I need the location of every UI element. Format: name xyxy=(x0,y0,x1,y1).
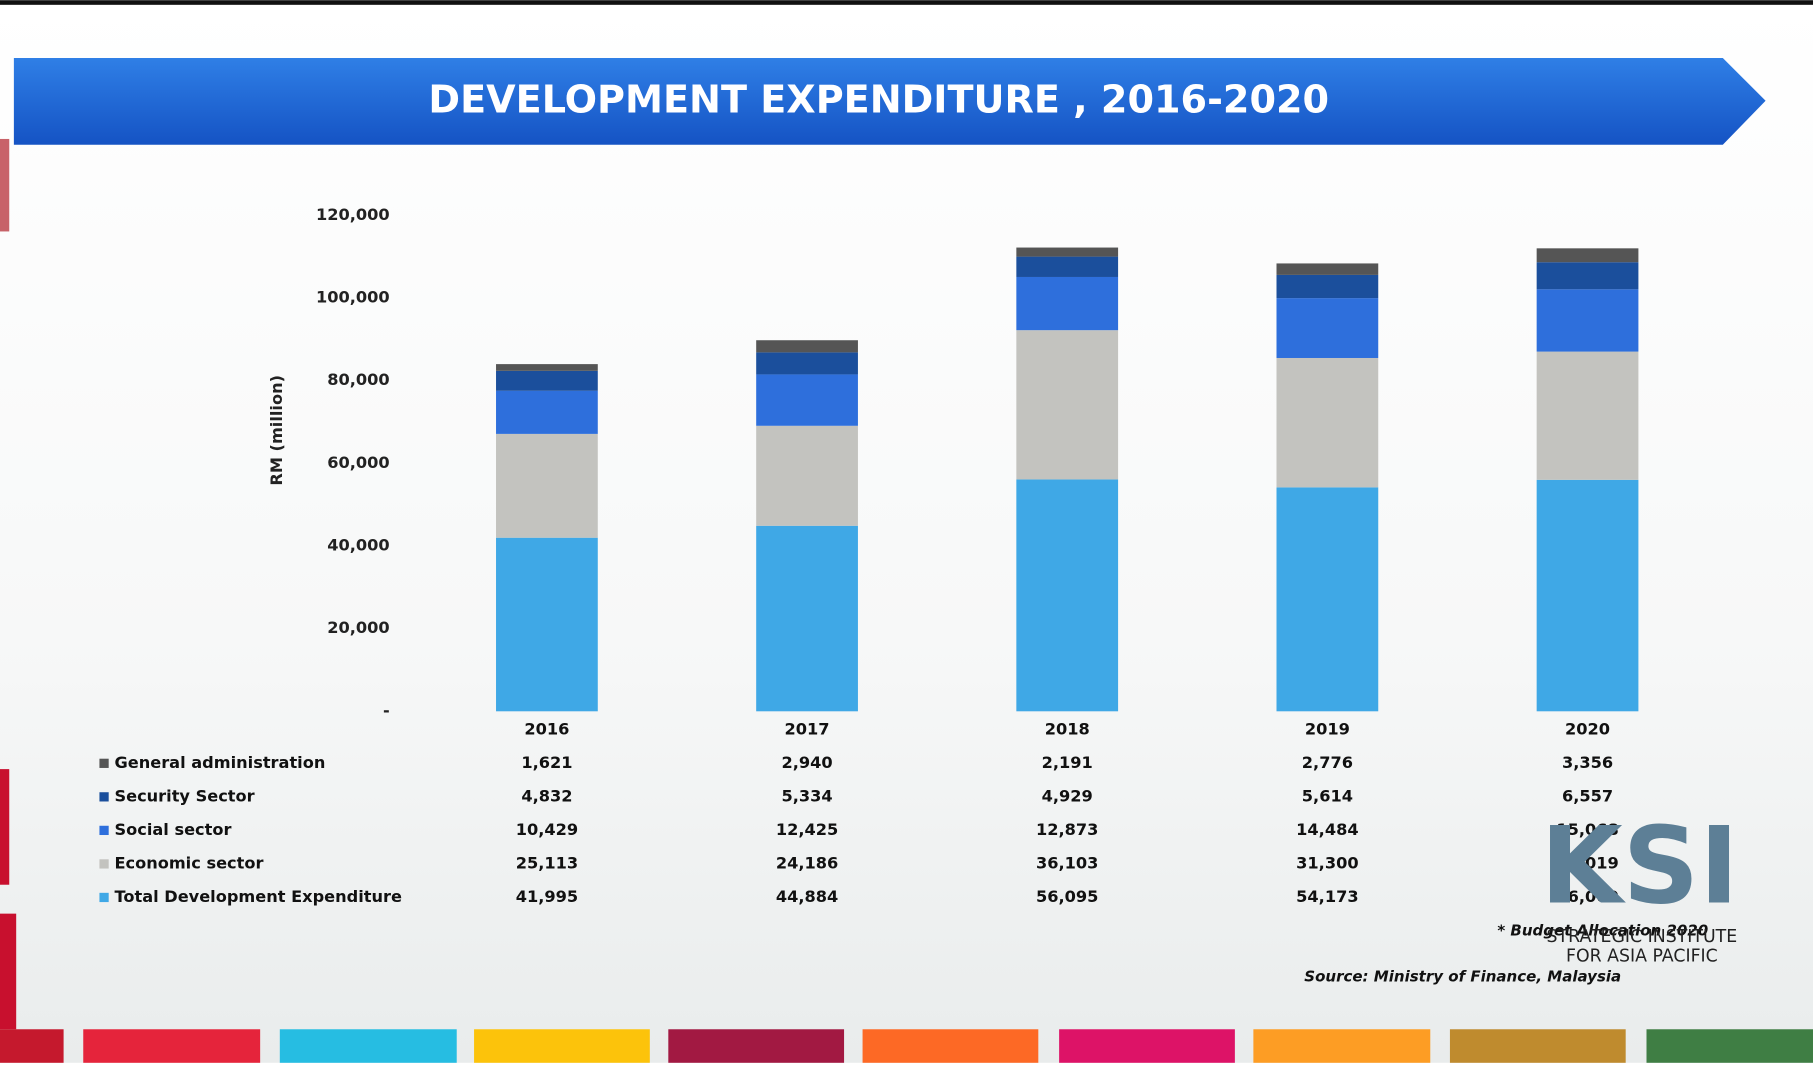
table-value: 2,940 xyxy=(781,753,832,772)
table-value: 25,113 xyxy=(516,853,578,872)
source: Source: Ministry of Finance, Malaysia xyxy=(1304,968,1621,986)
y-tick-label: 20,000 xyxy=(327,618,389,637)
bar-segment xyxy=(1537,289,1639,351)
bar-segment xyxy=(496,364,598,371)
table-value: 4,832 xyxy=(521,786,572,805)
legend-swatch xyxy=(99,792,108,801)
table-value: 31,300 xyxy=(1296,853,1358,872)
bar-segment xyxy=(1016,479,1118,711)
table-value: 24,186 xyxy=(776,853,838,872)
table-value: 4,929 xyxy=(1042,786,1093,805)
y-tick-label: 60,000 xyxy=(327,453,389,472)
bar-segment xyxy=(496,434,598,538)
x-tick-label: 2016 xyxy=(524,719,569,738)
x-tick-label: 2020 xyxy=(1565,719,1610,738)
x-tick-label: 2018 xyxy=(1045,719,1090,738)
table-value: 56,095 xyxy=(1036,887,1098,906)
table-value: 5,614 xyxy=(1302,786,1353,805)
table-value: 12,425 xyxy=(776,820,838,839)
bar-segment xyxy=(756,352,858,374)
legend-label: Economic sector xyxy=(114,853,263,872)
bar-segment xyxy=(756,374,858,425)
bar-segment xyxy=(1016,277,1118,330)
bar-segment xyxy=(1537,480,1639,711)
table-value: 3,356 xyxy=(1562,753,1613,772)
table-value: 14,484 xyxy=(1296,820,1358,839)
y-tick-label: - xyxy=(383,701,390,720)
x-tick-label: 2017 xyxy=(785,719,830,738)
logo-mark: KSI xyxy=(1540,804,1739,928)
bar-segment xyxy=(1277,298,1379,358)
legend-label: Total Development Expenditure xyxy=(114,887,402,906)
chart-title: DEVELOPMENT EXPENDITURE , 2016-2020 xyxy=(428,77,1329,121)
legend-swatch xyxy=(99,759,108,768)
bar-segment xyxy=(1537,352,1639,480)
y-tick-label: 40,000 xyxy=(327,535,389,554)
logo: KSI STRATEGIC INSTITUTE FOR ASIA PACIFIC xyxy=(1540,804,1739,966)
y-axis-label: RM (million) xyxy=(267,375,286,486)
bar-segment xyxy=(756,426,858,526)
logo-line: FOR ASIA PACIFIC xyxy=(1566,946,1718,966)
table-value: 5,334 xyxy=(781,786,832,805)
table-value: 10,429 xyxy=(516,820,578,839)
table-value: 1,621 xyxy=(521,753,572,772)
bar-segment xyxy=(756,340,858,352)
x-tick-label: 2019 xyxy=(1305,719,1350,738)
bar-segment xyxy=(496,391,598,434)
table-value: 2,191 xyxy=(1042,753,1093,772)
top-border xyxy=(0,0,1813,5)
legend-label: Security Sector xyxy=(114,786,254,805)
table-value: 2,776 xyxy=(1302,753,1353,772)
bar-segment xyxy=(756,526,858,712)
legend-label: Social sector xyxy=(114,820,231,839)
table-value: 44,884 xyxy=(776,887,838,906)
bar-segment xyxy=(1016,248,1118,257)
bar-segment xyxy=(1277,263,1379,274)
table-value: 36,103 xyxy=(1036,853,1098,872)
bar-segment xyxy=(1277,487,1379,711)
y-tick-label: 80,000 xyxy=(327,370,389,389)
table-value: 41,995 xyxy=(516,887,578,906)
bar-segment xyxy=(1277,358,1379,487)
legend-swatch xyxy=(99,893,108,902)
logo-line: STRATEGIC INSTITUTE xyxy=(1547,927,1738,947)
bar-segment xyxy=(496,538,598,712)
table-value: 54,173 xyxy=(1296,887,1358,906)
y-tick-label: 120,000 xyxy=(316,205,390,224)
legend-swatch xyxy=(99,859,108,868)
legend-label: General administration xyxy=(114,753,325,772)
bar-segment xyxy=(496,371,598,391)
bar-segment xyxy=(1537,262,1639,289)
table-value: 6,557 xyxy=(1562,786,1613,805)
y-tick-label: 100,000 xyxy=(316,287,390,306)
legend-swatch xyxy=(99,826,108,835)
table-value: 12,873 xyxy=(1036,820,1098,839)
bar-segment xyxy=(1277,275,1379,298)
bar-segment xyxy=(1016,330,1118,479)
bar-segment xyxy=(1537,248,1639,262)
bar-segment xyxy=(1016,257,1118,277)
